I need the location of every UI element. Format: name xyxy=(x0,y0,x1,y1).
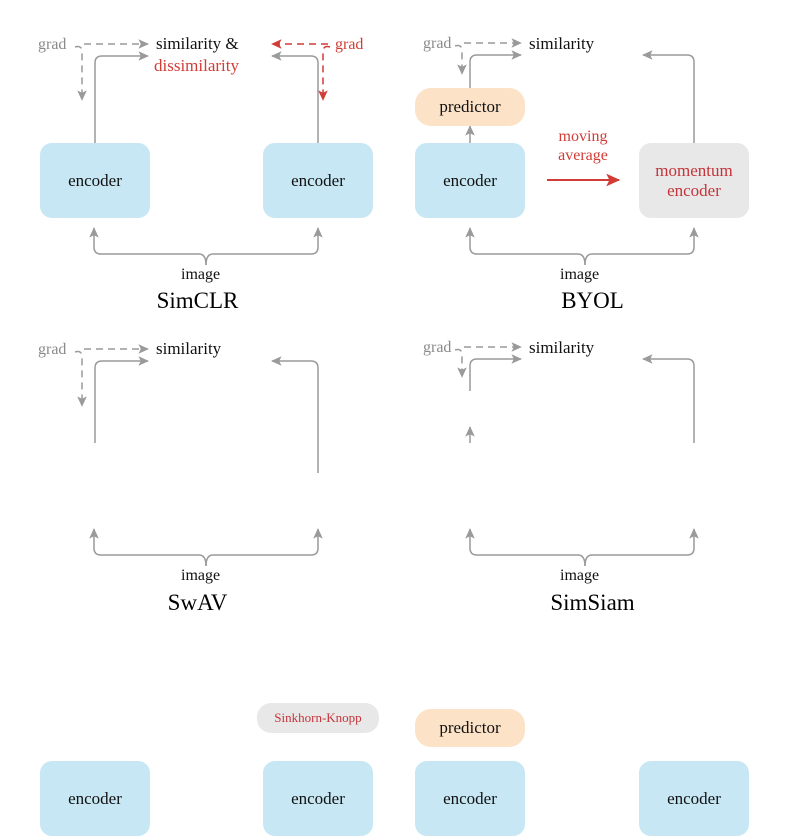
swav-left-encoder[interactable]: encoder xyxy=(40,761,150,836)
byol-encoder-label: encoder xyxy=(443,170,497,190)
simclr-connectors xyxy=(74,39,331,266)
simsiam-predictor[interactable]: predictor xyxy=(415,709,525,747)
swav-grad-label: grad xyxy=(38,341,67,358)
byol-encoder[interactable]: encoder xyxy=(415,143,525,218)
simclr-left-encoder-label: encoder xyxy=(68,170,122,190)
simclr-dissimilarity-label: dissimilarity xyxy=(154,56,239,75)
simclr-right-encoder-label: encoder xyxy=(291,170,345,190)
simclr-left-encoder[interactable]: encoder xyxy=(40,143,150,218)
byol-grad-label: grad xyxy=(423,35,452,52)
simsiam-right-encoder[interactable]: encoder xyxy=(639,761,749,836)
simclr-grad-left-label: grad xyxy=(38,36,67,53)
simsiam-connectors xyxy=(454,342,699,567)
byol-predictor-label: predictor xyxy=(439,97,501,117)
simsiam-grad-label: grad xyxy=(423,339,452,356)
swav-similarity-label: similarity xyxy=(156,339,222,358)
simclr-image-label: image xyxy=(181,266,221,283)
simclr-similarity-label: similarity & xyxy=(156,34,239,53)
swav-title: SwAV xyxy=(167,590,228,615)
byol-momentum-encoder-label-line2: encoder xyxy=(667,180,721,200)
byol-connectors xyxy=(454,38,699,266)
simsiam-similarity-label: similarity xyxy=(529,338,595,357)
swav-left-encoder-label: encoder xyxy=(68,788,122,808)
byol-image-label: image xyxy=(560,266,600,283)
simclr-title: SimCLR xyxy=(156,288,239,313)
byol-momentum-encoder[interactable]: momentum encoder xyxy=(639,143,749,218)
swav-connectors xyxy=(74,344,323,567)
swav-sinkhorn-knopp[interactable]: Sinkhorn-Knopp xyxy=(257,703,379,733)
byol-predictor[interactable]: predictor xyxy=(415,88,525,126)
panel-swav: Sinkhorn-Knopp encoder encoder grad simi… xyxy=(0,318,395,836)
simsiam-title: SimSiam xyxy=(550,590,635,615)
simsiam-left-encoder[interactable]: encoder xyxy=(415,761,525,836)
swav-sinkhorn-knopp-label: Sinkhorn-Knopp xyxy=(274,709,362,725)
byol-moving-average-label-line1: moving xyxy=(558,128,608,145)
simclr-right-encoder[interactable]: encoder xyxy=(263,143,373,218)
byol-moving-average-label-line2: average xyxy=(558,146,608,164)
swav-image-label: image xyxy=(181,567,221,584)
simsiam-predictor-label: predictor xyxy=(439,718,501,738)
byol-similarity-label: similarity xyxy=(529,34,595,53)
simsiam-image-label: image xyxy=(560,567,600,584)
simsiam-right-encoder-label: encoder xyxy=(667,788,721,808)
byol-momentum-encoder-label-line1: momentum xyxy=(655,160,733,180)
simclr-grad-right-label: grad xyxy=(335,36,364,53)
panel-simclr: encoder encoder grad grad similarity & d… xyxy=(0,0,395,318)
panel-byol: predictor encoder momentum encoder grad … xyxy=(395,0,790,318)
byol-title: BYOL xyxy=(561,288,624,313)
simsiam-left-encoder-label: encoder xyxy=(443,788,497,808)
panel-simsiam: predictor encoder encoder grad similarit… xyxy=(395,318,790,836)
swav-right-encoder-label: encoder xyxy=(291,788,345,808)
swav-right-encoder[interactable]: encoder xyxy=(263,761,373,836)
